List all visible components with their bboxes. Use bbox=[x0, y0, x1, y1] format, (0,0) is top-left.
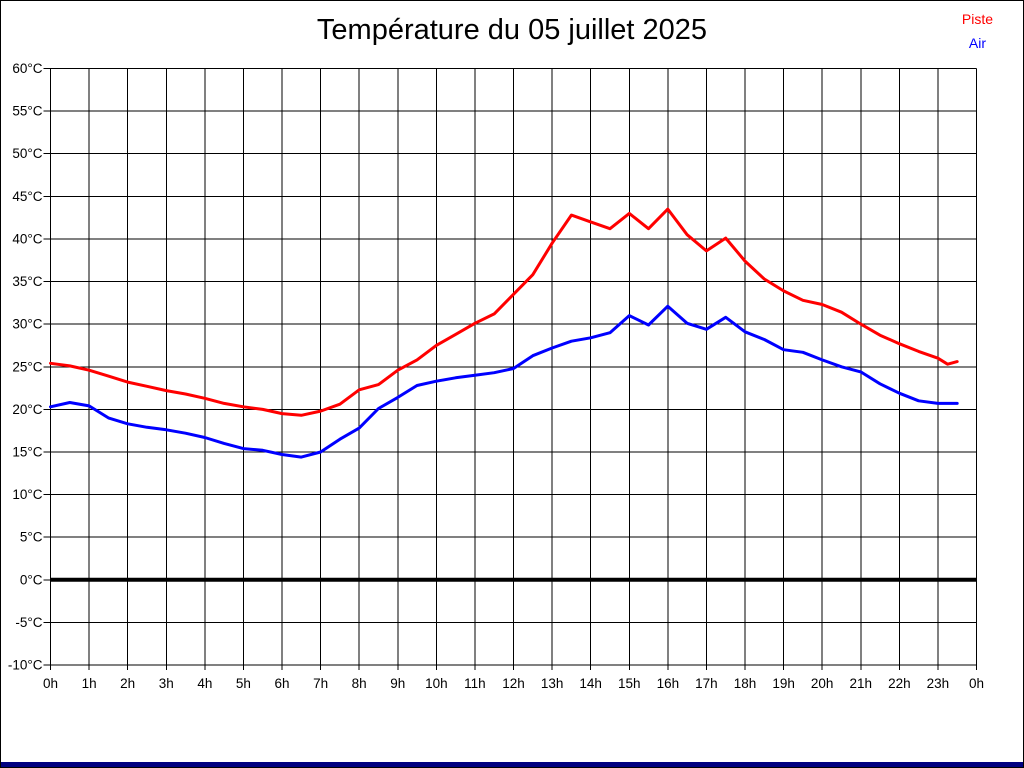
x-axis-tick-label: 9h bbox=[390, 676, 405, 691]
x-axis-tick-label: 13h bbox=[541, 676, 564, 691]
legend-item-air: Air bbox=[968, 35, 986, 51]
x-axis-tick-label: 7h bbox=[313, 676, 328, 691]
x-axis-tick-label: 5h bbox=[236, 676, 251, 691]
y-axis-tick-label: -10°C bbox=[8, 658, 43, 673]
air-series-line bbox=[49, 304, 959, 459]
x-axis-tick-label: 22h bbox=[888, 676, 911, 691]
y-axis-tick-label: 10°C bbox=[12, 487, 42, 502]
x-axis-tick-label: 16h bbox=[657, 676, 680, 691]
x-axis-tick-label: 2h bbox=[120, 676, 135, 691]
x-axis-tick-label: 17h bbox=[695, 676, 718, 691]
bottom-bar bbox=[1, 762, 1023, 767]
chart-title: Température du 05 juillet 2025 bbox=[316, 14, 708, 46]
x-axis-tick-label: 19h bbox=[772, 676, 795, 691]
x-axis-tick-label: 21h bbox=[849, 676, 872, 691]
y-axis-tick-label: 35°C bbox=[12, 274, 42, 289]
x-axis-tick-label: 18h bbox=[734, 676, 757, 691]
y-axis-tick-label: 45°C bbox=[12, 189, 42, 204]
x-axis-tick-label: 10h bbox=[425, 676, 448, 691]
x-axis-tick-label: 12h bbox=[502, 676, 525, 691]
y-axis-tick-label: 60°C bbox=[12, 61, 42, 76]
x-axis-tick-label: 20h bbox=[811, 676, 834, 691]
y-axis-tick-label: -5°C bbox=[15, 615, 42, 630]
y-axis-tick-label: 20°C bbox=[12, 402, 42, 417]
y-axis-tick-label: 0°C bbox=[20, 572, 43, 587]
x-axis-tick-label: 6h bbox=[274, 676, 289, 691]
x-axis-tick-label: 14h bbox=[579, 676, 602, 691]
y-axis-tick-label: 55°C bbox=[12, 104, 42, 119]
legend-item-piste: Piste bbox=[961, 11, 993, 27]
y-axis-tick-label: 15°C bbox=[12, 444, 42, 459]
x-axis-tick-label: 4h bbox=[197, 676, 212, 691]
y-axis-tick-label: 40°C bbox=[12, 231, 42, 246]
piste-series-line bbox=[49, 207, 959, 417]
legend: Piste Air bbox=[962, 12, 993, 50]
y-axis-tick-label: 50°C bbox=[12, 146, 42, 161]
x-axis-tick-label: 11h bbox=[464, 676, 486, 691]
y-axis-tick-label: 25°C bbox=[12, 359, 42, 374]
x-axis-tick-label: 0h bbox=[969, 676, 984, 691]
x-axis-tick-label: 0h bbox=[43, 676, 58, 691]
x-axis-tick-label: 23h bbox=[927, 676, 950, 691]
x-axis-tick-label: 15h bbox=[618, 676, 641, 691]
x-axis-tick-label: 3h bbox=[159, 676, 174, 691]
y-axis-tick-label: 30°C bbox=[12, 317, 42, 332]
y-axis-tick-label: 5°C bbox=[20, 530, 43, 545]
x-axis-tick-label: 8h bbox=[352, 676, 367, 691]
x-axis-tick-label: 1h bbox=[82, 676, 97, 691]
